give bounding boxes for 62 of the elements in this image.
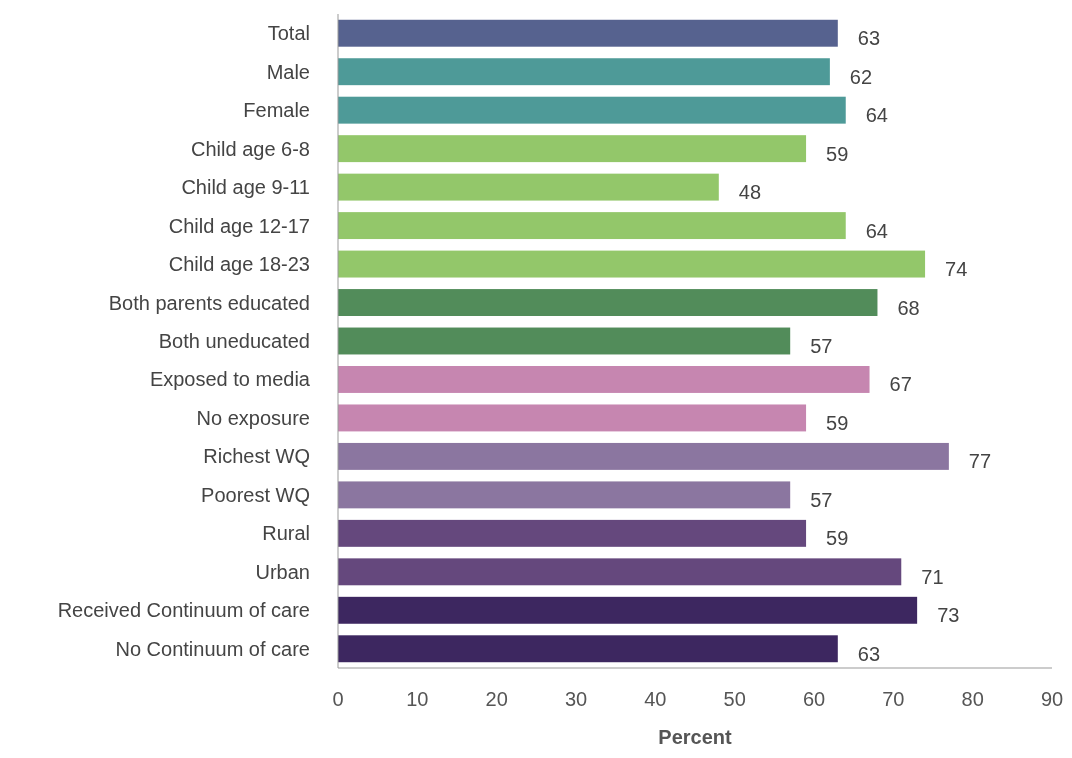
x-tick-label: 30 (564, 688, 588, 710)
x-tick-label: 20 (485, 688, 508, 710)
data-label: 71 (921, 565, 944, 588)
data-label: 48 (738, 181, 762, 204)
bar (338, 558, 902, 586)
bar (338, 366, 870, 393)
y-tick-label: Total (267, 22, 310, 45)
y-tick-label: Child age 6-8 (191, 137, 310, 160)
bar (338, 519, 807, 547)
bar (338, 58, 830, 86)
y-tick-label: Both uneducated (158, 330, 310, 352)
bar (338, 289, 878, 316)
y-tick-label: Richest WQ (203, 445, 310, 468)
data-label: 73 (937, 604, 960, 627)
y-tick-label: Urban (255, 560, 310, 583)
x-tick-label: 40 (644, 688, 667, 710)
bar (338, 135, 807, 163)
x-axis-title: Percent (658, 726, 733, 748)
y-tick-label: Child age 9-11 (181, 176, 310, 199)
bar (338, 635, 838, 663)
y-tick-label: Poorest WQ (201, 483, 310, 506)
x-tick-label: 0 (332, 688, 344, 710)
y-tick-label: Rural (262, 522, 310, 545)
bar (338, 404, 807, 432)
data-label: 63 (857, 27, 881, 50)
y-tick-label: No Continuum of care (115, 637, 310, 660)
data-label: 59 (826, 142, 849, 165)
data-label: 68 (897, 296, 920, 319)
y-tick-label: Child age 12-17 (168, 214, 310, 237)
x-tick-label: 50 (723, 688, 746, 710)
y-tick-label: Child age 18-23 (168, 253, 310, 276)
data-label: 74 (945, 258, 968, 281)
bar (338, 250, 926, 278)
data-label: 67 (889, 373, 912, 396)
data-label: 59 (826, 527, 849, 550)
y-tick-label: Both parents educated (108, 291, 310, 314)
bar (338, 327, 791, 355)
x-tick-label: 90 (1040, 688, 1064, 710)
y-tick-label: Received Continuum of care (57, 599, 310, 622)
x-tick-label: 70 (882, 688, 905, 710)
data-label: 57 (810, 335, 833, 357)
x-tick-label: 10 (406, 688, 429, 710)
bar (338, 596, 918, 624)
bar (338, 442, 949, 470)
data-label: 64 (865, 104, 888, 127)
bar (338, 96, 846, 124)
data-label: 63 (857, 642, 881, 665)
x-tick-label: 80 (961, 688, 984, 710)
data-label: 62 (849, 65, 873, 88)
data-label: 77 (968, 450, 992, 473)
y-tick-label: Exposed to media (149, 368, 311, 391)
bar (338, 173, 719, 201)
bar (338, 19, 838, 47)
x-tick-label: 60 (802, 688, 826, 710)
y-tick-label: Male (266, 60, 310, 83)
y-tick-label: Female (243, 99, 310, 122)
data-label: 64 (865, 219, 888, 242)
data-label: 57 (810, 488, 833, 511)
data-label: 59 (826, 411, 849, 434)
y-tick-label: No exposure (196, 406, 310, 429)
bar (338, 481, 791, 509)
bar (338, 212, 846, 240)
